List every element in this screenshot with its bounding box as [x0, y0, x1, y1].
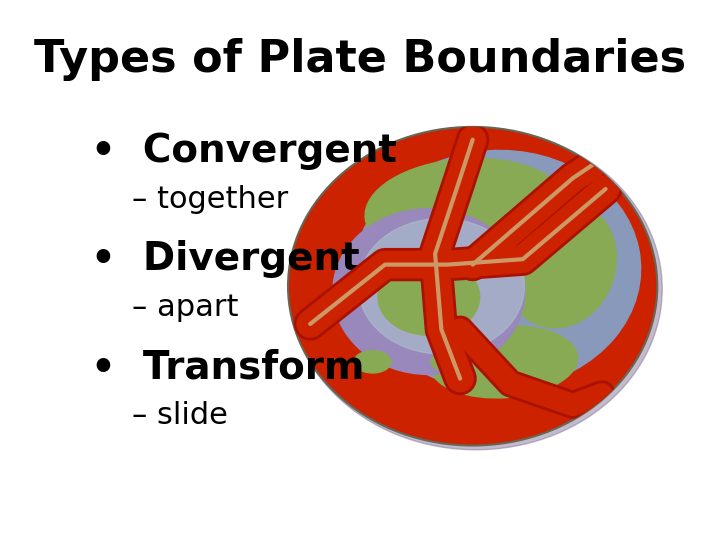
Ellipse shape [504, 201, 616, 328]
Text: •  Transform: • Transform [91, 348, 364, 386]
Ellipse shape [359, 219, 524, 354]
Ellipse shape [431, 352, 464, 372]
Text: – together: – together [132, 185, 288, 214]
Circle shape [288, 127, 657, 445]
Text: •  Convergent: • Convergent [91, 132, 397, 170]
Circle shape [288, 127, 657, 445]
Text: Types of Plate Boundaries: Types of Plate Boundaries [34, 38, 686, 81]
Circle shape [288, 127, 657, 445]
Ellipse shape [431, 326, 577, 398]
Ellipse shape [365, 158, 567, 263]
Circle shape [289, 128, 662, 450]
Text: •  Divergent: • Divergent [91, 240, 359, 278]
Circle shape [333, 209, 525, 374]
Ellipse shape [378, 259, 480, 335]
Ellipse shape [354, 350, 391, 373]
Ellipse shape [355, 151, 641, 389]
Text: – apart: – apart [132, 293, 238, 322]
Text: – slide: – slide [132, 401, 228, 430]
